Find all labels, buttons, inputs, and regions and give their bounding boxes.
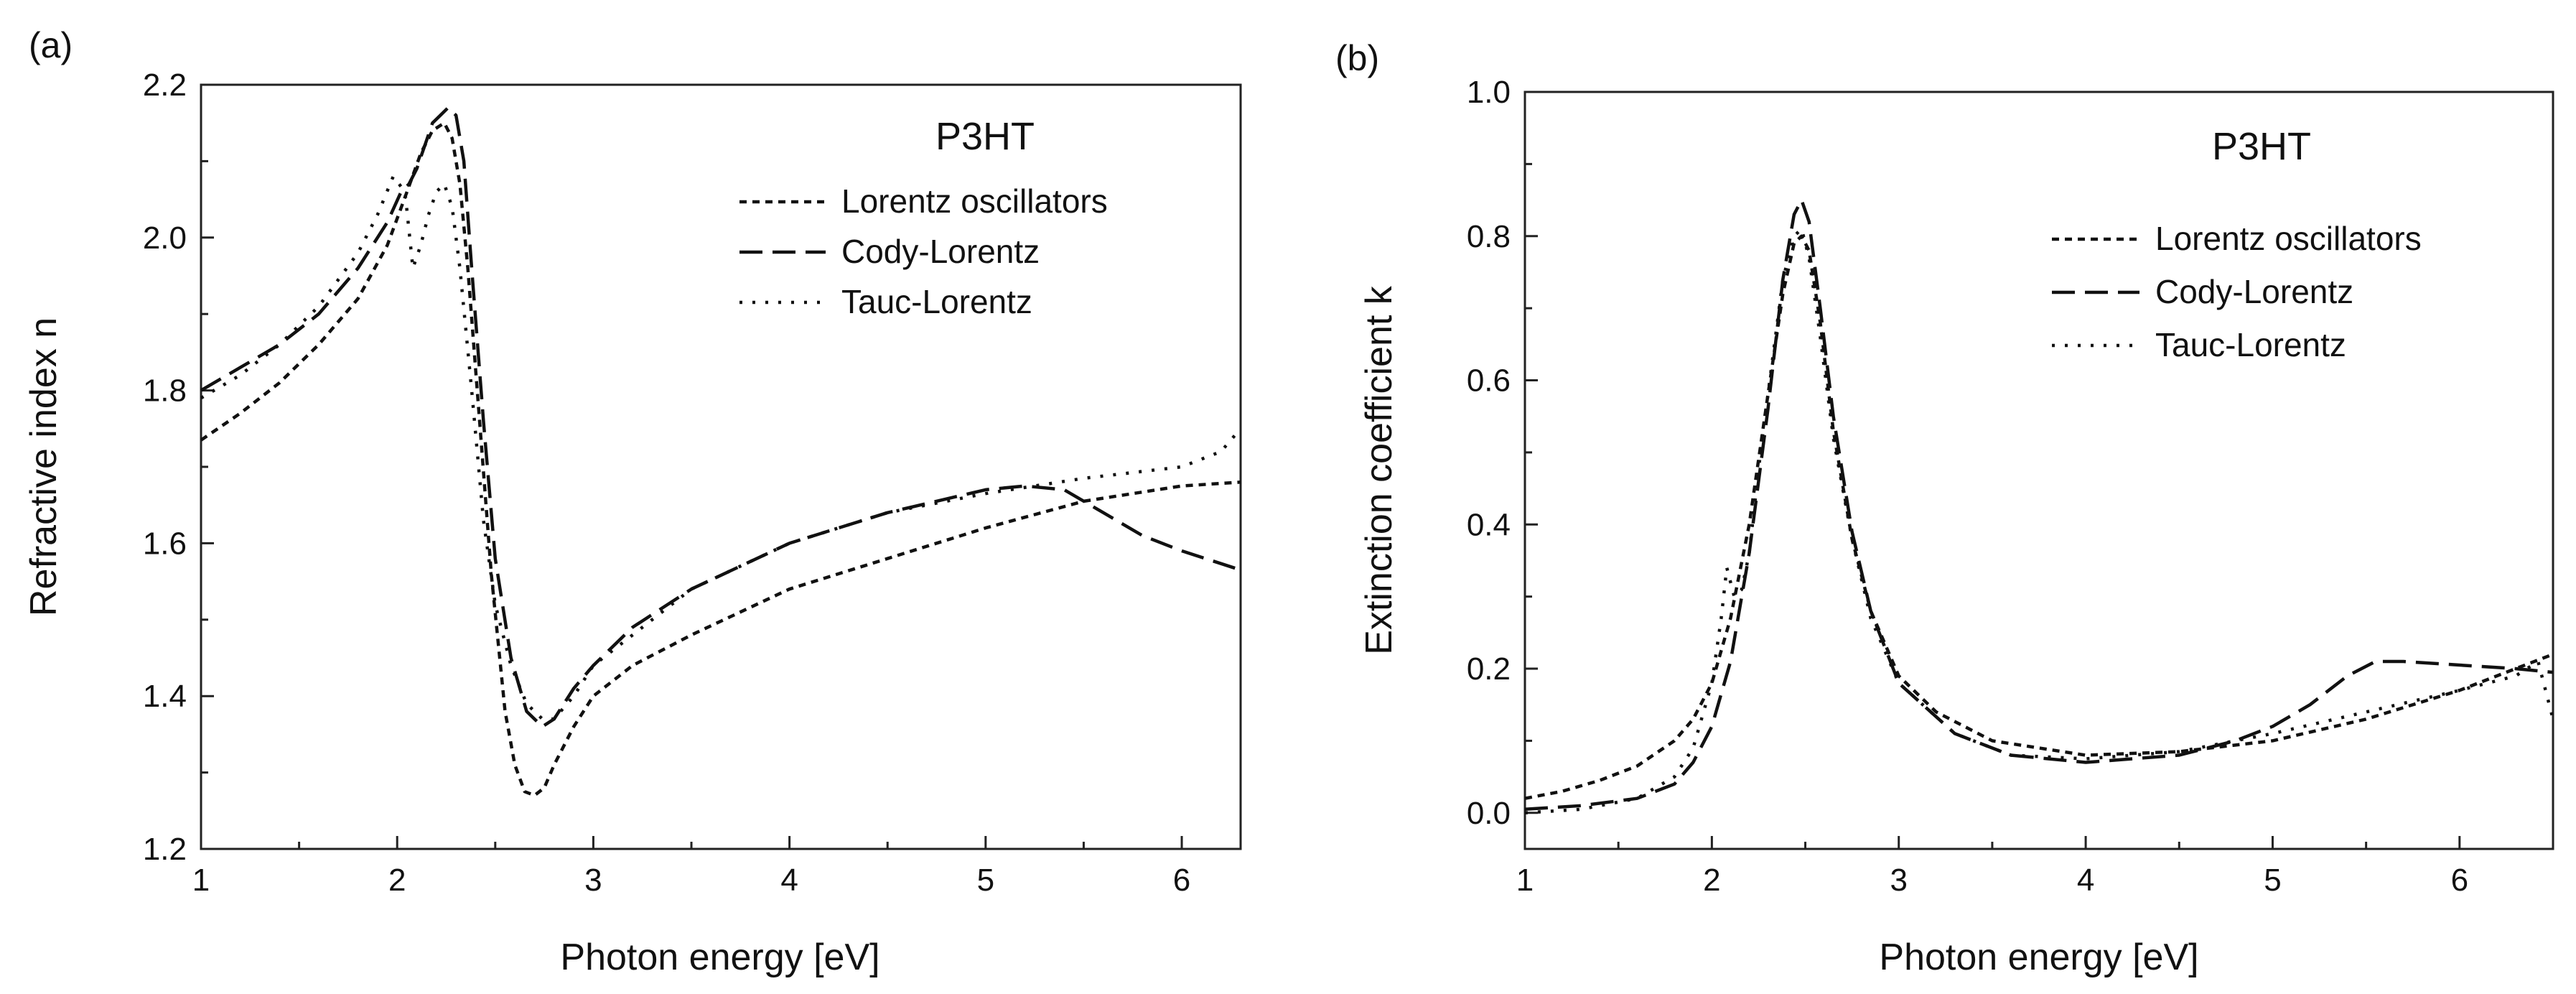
- panel-a-y-tick-label: 2.2: [143, 68, 187, 103]
- panel-b-label: (b): [1335, 38, 1379, 78]
- panel-a-y-tick-label: 1.4: [143, 679, 187, 714]
- panel-a-series-tauc-lorentz: [200, 175, 1242, 721]
- panel-b-y-tick-label: 0.8: [1467, 219, 1511, 254]
- panel-a-series-cody-lorentz: [200, 106, 1241, 729]
- panel-b-legend-entry: Lorentz oscillators: [2155, 220, 2422, 257]
- panel-b-y-tick-label: 0.2: [1467, 651, 1511, 687]
- panel-a-x-tick-label: 1: [192, 863, 210, 898]
- panel-a-legend: Lorentz oscillators Cody-Lorentz Tauc-Lore…: [739, 182, 1108, 320]
- panel-b-legend-entry: Tauc-Lorentz: [2155, 326, 2346, 363]
- panel-a-label: (a): [29, 25, 73, 65]
- panel-a-title: P3HT: [935, 115, 1035, 158]
- panel-b-title: P3HT: [2212, 125, 2311, 168]
- panel-b-series-cody-lorentz: [1524, 198, 2554, 812]
- panel-b-y-tick-label: 0.0: [1467, 796, 1511, 831]
- panel-a-y-tick-label: 2.0: [143, 220, 187, 256]
- panel-b-y-tick-label: 1.0: [1467, 75, 1511, 110]
- panel-b-extinction-coefficient: (b) 1 2 3 4 5 6 0.0 0.2 0.4 0.6 0.8 1.0 P3HT Lorent…: [1335, 38, 2555, 978]
- panel-a-x-axis-label: Photon energy [eV]: [560, 937, 879, 978]
- panel-a-legend-entry: Cody-Lorentz: [841, 233, 1040, 270]
- panel-b-x-tick-label: 2: [1703, 863, 1720, 898]
- panel-a-y-tick-label: 1.8: [143, 373, 187, 409]
- panel-a-refractive-index: (a) 1 2 3 4 5 6 1.2 1.4 1.6 1.8 2.0 2.2 P3HT Lorent…: [23, 25, 1242, 978]
- panel-a-y-tick-label: 1.6: [143, 526, 187, 561]
- panel-a-x-tick-label: 2: [388, 863, 406, 898]
- panel-b-x-tick-label: 6: [2451, 863, 2468, 898]
- panel-a-series-lorentz-oscillators: [200, 121, 1241, 797]
- panel-b-legend: Lorentz oscillators Cody-Lorentz Tauc-Lore…: [2052, 220, 2422, 363]
- panel-a-x-tick-label: 5: [977, 863, 994, 898]
- panel-a-legend-entry: Lorentz oscillators: [841, 182, 1108, 220]
- panel-b-x-tick-label: 1: [1516, 863, 1534, 898]
- panel-a-legend-entry: Tauc-Lorentz: [841, 283, 1032, 320]
- panel-a-y-axis-label: Refractive index n: [23, 317, 65, 616]
- panel-b-x-axis-label: Photon energy [eV]: [1879, 937, 2198, 978]
- panel-b-plot-frame: [1523, 90, 2554, 850]
- panel-b-x-tick-label: 5: [2264, 863, 2281, 898]
- panel-b-x-tick-label: 3: [1890, 863, 1907, 898]
- panel-b-y-axis-label: Extinction coefficient k: [1358, 285, 1400, 655]
- panel-b-legend-entry: Cody-Lorentz: [2155, 273, 2353, 310]
- panel-b-y-tick-label: 0.4: [1467, 507, 1511, 542]
- panel-a-x-tick-label: 6: [1173, 863, 1190, 898]
- panel-a-x-tick-label: 4: [780, 863, 798, 898]
- panel-a-x-tick-label: 3: [584, 863, 602, 898]
- panel-b-x-tick-label: 4: [2077, 863, 2094, 898]
- panel-a-y-tick-label: 1.2: [143, 832, 187, 867]
- panel-b-y-tick-label: 0.6: [1467, 363, 1511, 399]
